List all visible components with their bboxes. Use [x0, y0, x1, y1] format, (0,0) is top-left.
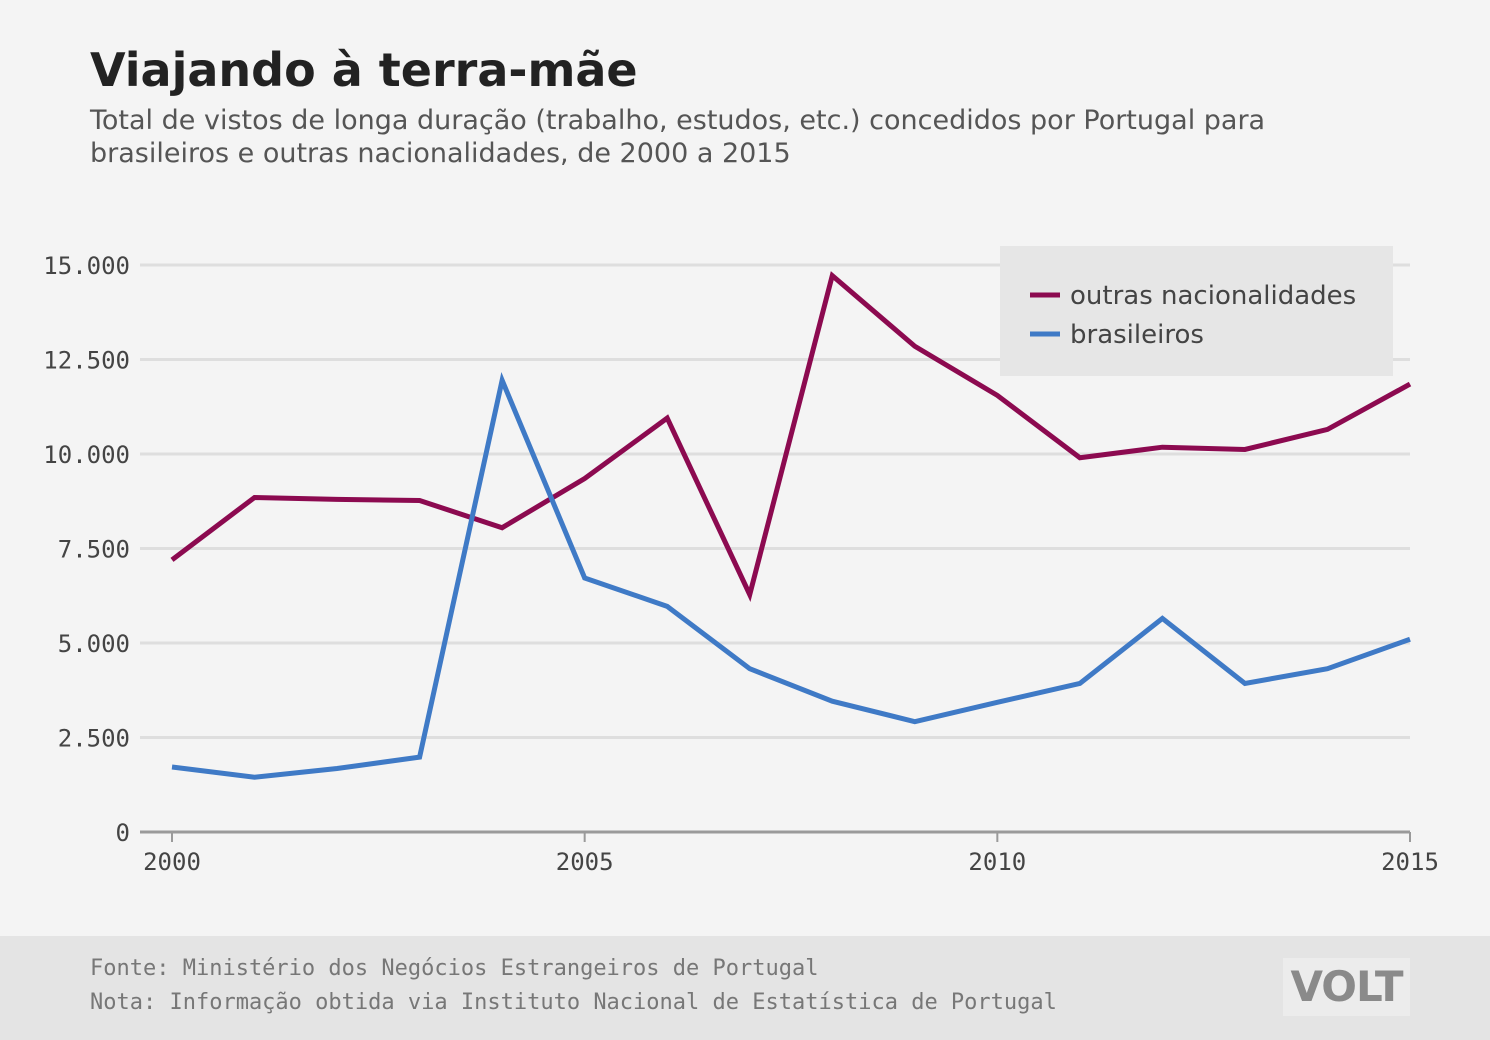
y-tick-label: 2.500 — [58, 725, 130, 753]
legend-label: outras nacionalidades — [1070, 281, 1356, 311]
source-note: Fonte: Ministério dos Negócios Estrangei… — [90, 956, 819, 981]
series-line-brasileiros — [171, 372, 1411, 780]
chart-title: Viajando à terra-mãe — [90, 43, 638, 97]
x-tick-label: 2000 — [143, 848, 201, 876]
series-line-outras-nacionalidades — [170, 271, 1412, 602]
x-tick-label: 2010 — [968, 848, 1026, 876]
legend-box — [1000, 246, 1393, 376]
y-tick-label: 0 — [116, 819, 130, 847]
volt-logo: VOLT — [1283, 958, 1410, 1016]
footer: Fonte: Ministério dos Negócios Estrangei… — [0, 936, 1490, 1040]
chart-header: Viajando à terra-mãe Total de vistos de … — [90, 40, 1390, 170]
x-tick-label: 2015 — [1381, 848, 1439, 876]
chart-subtitle: Total de vistos de longa duração (trabal… — [90, 105, 1266, 169]
data-note: Nota: Informação obtida via Instituto Na… — [90, 990, 1057, 1015]
y-tick-label: 12.500 — [43, 347, 130, 375]
y-tick-label: 7.500 — [58, 536, 130, 564]
y-tick-label: 10.000 — [43, 441, 130, 469]
x-tick-label: 2005 — [556, 848, 614, 876]
line-chart: 0 2.500 5.000 7.500 10.000 12.500 15.000 2000 20… — [43, 246, 1439, 876]
y-tick-label: 15.000 — [43, 252, 130, 280]
y-tick-label: 5.000 — [58, 630, 130, 658]
legend-label: brasileiros — [1070, 320, 1204, 350]
